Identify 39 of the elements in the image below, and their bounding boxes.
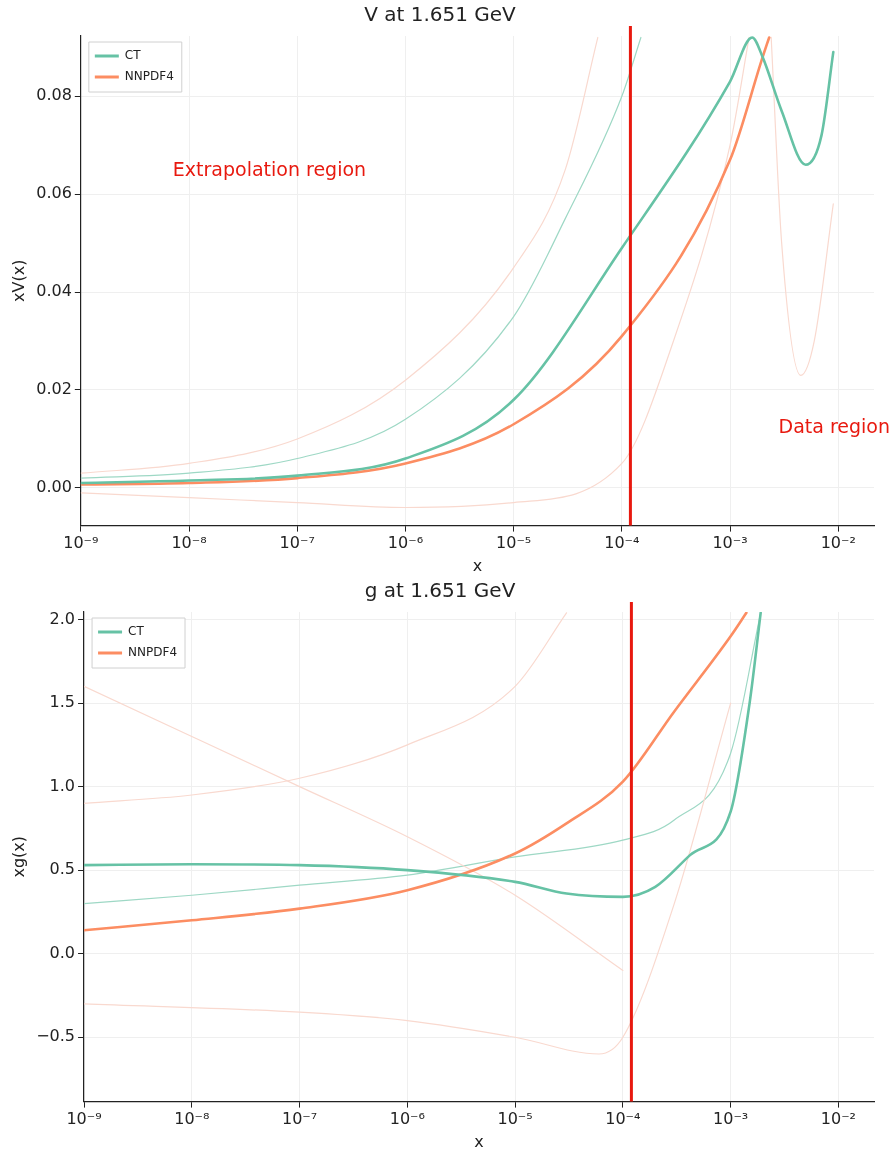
legend-label: CT	[124, 48, 142, 63]
x-tick-label: 10⁻⁸	[174, 1109, 210, 1129]
annotation: Data region	[778, 414, 890, 437]
y-tick-label: −0.5	[36, 1026, 76, 1046]
legend-label: NNPDF4	[124, 69, 174, 84]
x-tick-label: 10⁻⁷	[279, 533, 315, 553]
y-tick-label: 1.0	[49, 775, 76, 795]
x-tick-label: 10⁻⁶	[387, 533, 424, 553]
y-tick-label: 0.06	[36, 183, 72, 203]
y-tick-label: 0.5	[49, 859, 76, 879]
legend-label: NNPDF4	[128, 645, 178, 660]
x-tick-label: 10⁻⁶	[389, 1109, 425, 1129]
y-axis-title: xV(x)	[8, 259, 28, 302]
x-tick-label: 10⁻⁵	[496, 533, 532, 553]
y-tick-label: 0.08	[36, 85, 72, 105]
x-axis-title: x	[474, 1131, 484, 1151]
chart-title: g at 1.651 GeV	[364, 578, 516, 603]
x-tick-label: 10⁻²	[820, 1109, 856, 1129]
y-tick-label: 1.5	[49, 692, 76, 712]
x-tick-label: 10⁻⁵	[497, 1109, 533, 1129]
x-tick-label: 10⁻⁸	[171, 533, 207, 553]
legend-label: CT	[128, 624, 145, 639]
x-tick-label: 10⁻²	[820, 533, 856, 553]
y-tick-label: 0.0	[49, 942, 76, 962]
annotation: Extrapolation region	[172, 157, 367, 180]
y-tick-label: 2.0	[49, 608, 76, 628]
x-tick-label: 10⁻⁹	[66, 1109, 102, 1129]
x-tick-label: 10⁻⁹	[63, 533, 99, 553]
x-tick-label: 10⁻⁴	[605, 1109, 641, 1129]
chart-title: V at 1.651 GeV	[364, 2, 517, 27]
y-tick-label: 0.02	[36, 379, 72, 399]
x-tick-label: 10⁻⁴	[604, 533, 640, 553]
x-tick-label: 10⁻⁷	[281, 1109, 318, 1129]
y-tick-label: 0.04	[36, 281, 72, 301]
x-tick-label: 10⁻³	[713, 1109, 749, 1129]
x-axis-title: x	[472, 555, 483, 575]
y-axis-title: xg(x)	[8, 836, 28, 878]
y-tick-label: 0.00	[36, 477, 72, 497]
x-tick-label: 10⁻³	[712, 533, 748, 553]
